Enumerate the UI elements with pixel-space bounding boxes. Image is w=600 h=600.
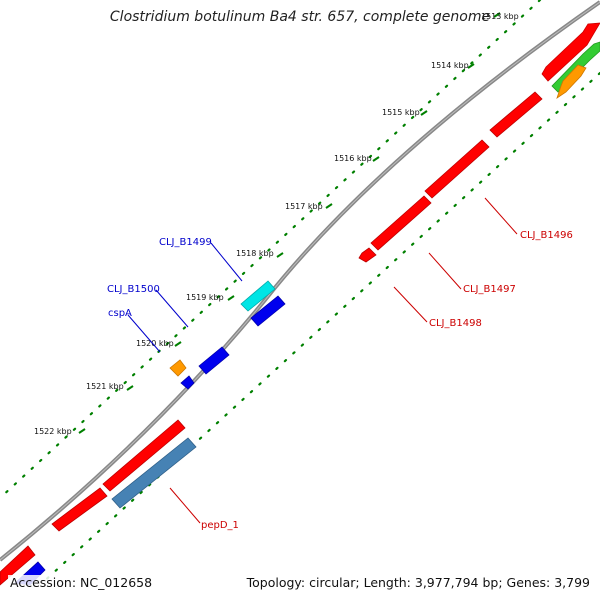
gene-label-clj-b1496: CLJ_B1496 [520,230,573,241]
gene-label-clj-b1498: CLJ_B1498 [429,318,482,329]
map-title: Clostridium botulinum Ba4 str. 657, comp… [109,9,491,25]
gene-cds-red [424,139,490,199]
tick-label: 1513 kbp [481,12,519,21]
gene-cds-red [541,22,600,82]
tick-label: 1516 kbp [334,154,372,163]
tick-label: 1522 kbp [34,427,72,436]
gene-cds-red [489,91,543,138]
gene-cds-orange [556,64,587,99]
gene-features-small [14,280,286,586]
gene-cds-cyan [240,280,276,312]
accession-text: Accession: NC_012658 [8,575,155,590]
tick-label: 1521 kbp [86,382,124,391]
gene-cds-steelblue [111,437,197,509]
gene-cds-orange [169,359,187,377]
genome-backbone [0,0,600,562]
major-ticks [78,12,501,434]
tick-label: 1517 kbp [285,202,323,211]
genome-backbone-highlight [0,1,600,561]
outer-dotted-track [0,0,542,500]
gene-cds-red [51,487,108,532]
tick-label: 1519 kbp [186,293,224,302]
tick-labels: 1513 kbp 1514 kbp 1515 kbp 1516 kbp 1517… [34,12,519,436]
tick-label: 1514 kbp [431,61,469,70]
gene-cds-blue [250,295,286,327]
inner-dotted-track [38,71,600,587]
gene-label-clj-b1500: CLJ_B1500 [107,284,160,295]
gene-labels: CLJ_B1499 CLJ_B1500 cspA CLJ_B1496 CLJ_B… [107,230,573,531]
gene-label-clj-b1499: CLJ_B1499 [159,237,212,248]
genome-summary-text: Topology: circular; Length: 3,977,794 bp… [244,575,592,590]
gene-features-forward [541,22,600,99]
gene-cds-red [102,419,186,492]
gene-features-reverse-red [0,91,543,586]
tick-label: 1515 kbp [382,108,420,117]
label-leader-lines [127,197,518,524]
gene-cds-blue [198,346,230,375]
gene-label-clj-b1497: CLJ_B1497 [463,284,516,295]
gene-label-pepd-1: pepD_1 [201,520,239,531]
tick-label: 1518 kbp [236,249,274,258]
gene-cds-red [358,247,377,263]
tick-label: 1520 kbp [136,339,174,348]
gene-cds-blue [180,375,195,390]
footer-bar: Accession: NC_012658 Topology: circular;… [0,572,600,594]
gene-label-cspa: cspA [108,308,132,319]
gene-cds-red [370,195,432,251]
